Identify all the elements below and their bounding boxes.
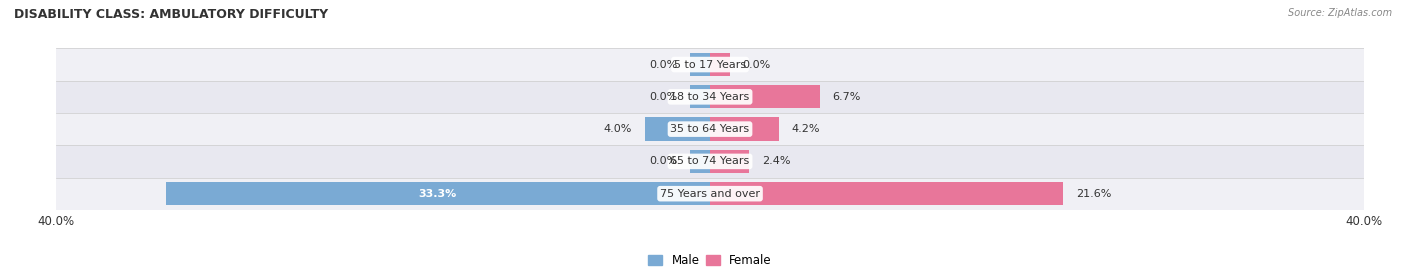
Bar — [710, 53, 730, 76]
Bar — [56, 113, 1364, 145]
Text: DISABILITY CLASS: AMBULATORY DIFFICULTY: DISABILITY CLASS: AMBULATORY DIFFICULTY — [14, 8, 328, 21]
Text: 4.2%: 4.2% — [792, 124, 820, 134]
Text: 0.0%: 0.0% — [650, 59, 678, 70]
Legend: Male, Female: Male, Female — [644, 249, 776, 269]
Bar — [690, 85, 710, 108]
Bar — [56, 81, 1364, 113]
Text: 75 Years and over: 75 Years and over — [659, 189, 761, 199]
Bar — [56, 145, 1364, 178]
Bar — [710, 150, 749, 173]
Bar — [166, 182, 710, 205]
Text: 33.3%: 33.3% — [419, 189, 457, 199]
Text: 2.4%: 2.4% — [762, 156, 790, 167]
Text: 0.0%: 0.0% — [742, 59, 770, 70]
Bar — [690, 150, 710, 173]
Text: 35 to 64 Years: 35 to 64 Years — [671, 124, 749, 134]
Bar — [56, 48, 1364, 81]
Text: 65 to 74 Years: 65 to 74 Years — [671, 156, 749, 167]
Text: Source: ZipAtlas.com: Source: ZipAtlas.com — [1288, 8, 1392, 18]
Text: 6.7%: 6.7% — [832, 92, 860, 102]
Text: 0.0%: 0.0% — [650, 92, 678, 102]
Bar — [644, 118, 710, 141]
Bar — [690, 53, 710, 76]
Bar — [56, 178, 1364, 210]
Text: 4.0%: 4.0% — [603, 124, 631, 134]
Text: 18 to 34 Years: 18 to 34 Years — [671, 92, 749, 102]
Bar — [710, 118, 779, 141]
Text: 5 to 17 Years: 5 to 17 Years — [673, 59, 747, 70]
Bar — [710, 182, 1063, 205]
Text: 21.6%: 21.6% — [1076, 189, 1112, 199]
Bar — [710, 85, 820, 108]
Text: 0.0%: 0.0% — [650, 156, 678, 167]
